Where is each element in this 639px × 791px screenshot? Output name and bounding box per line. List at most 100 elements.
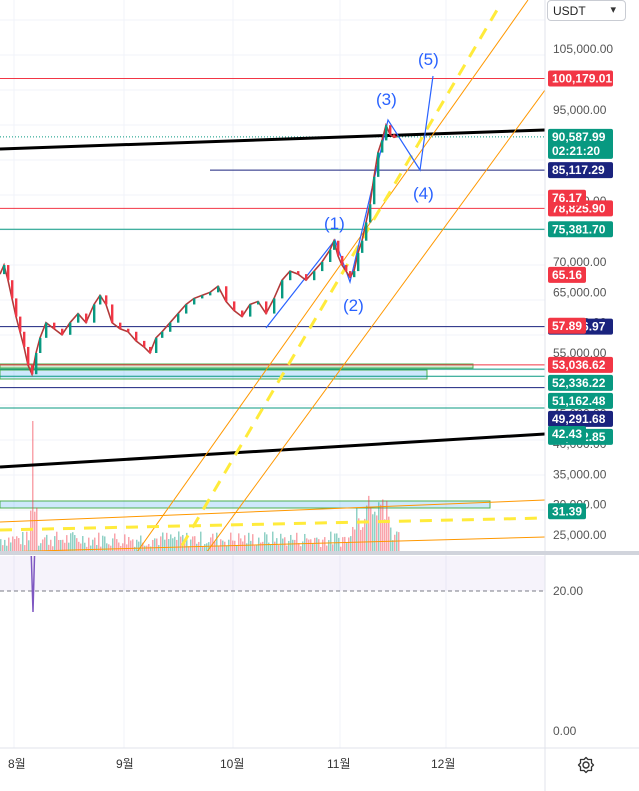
volume-bar: [282, 538, 284, 551]
zone-box: [0, 363, 474, 369]
channel-line[interactable]: [0, 499, 545, 523]
channel-line[interactable]: [135, 0, 529, 555]
volume-bar: [248, 532, 250, 551]
price-label-text: 49,291.68: [552, 412, 606, 426]
candle: [7, 265, 10, 281]
volume-bar: [104, 536, 106, 551]
candle: [393, 134, 396, 138]
candle: [233, 301, 236, 311]
volume-bar: [186, 532, 188, 551]
candle: [35, 353, 38, 375]
volume-bar: [128, 537, 130, 551]
volume-bar: [380, 504, 382, 551]
volume-bar: [160, 536, 162, 551]
volume-bar: [300, 546, 302, 551]
volume-bars: [0, 421, 400, 551]
elliott-wave-path[interactable]: [265, 75, 434, 329]
price-label-text: 51,162.48: [552, 394, 606, 408]
volume-bar: [86, 546, 88, 551]
volume-bar: [390, 527, 392, 551]
volume-bar: [10, 542, 12, 551]
volume-bar: [338, 537, 340, 551]
volume-bar: [254, 545, 256, 551]
volume-bar: [332, 544, 334, 551]
volume-bar: [362, 527, 364, 551]
rsi-label-box: [548, 189, 586, 206]
resistance-trendline[interactable]: [0, 128, 545, 151]
candle: [297, 271, 300, 275]
volume-bar: [170, 534, 172, 551]
price-label-text: 75,381.70: [552, 222, 606, 236]
settings-gear-icon[interactable]: [576, 755, 596, 775]
rsi-band: [0, 556, 545, 591]
wave-label: (5): [418, 50, 439, 69]
volume-bar: [342, 537, 344, 551]
volume-bar: [40, 543, 42, 551]
volume-bar: [114, 533, 116, 551]
wave-label: (3): [376, 90, 397, 109]
candle: [373, 176, 376, 205]
wave-label: (4): [413, 184, 434, 203]
candle: [31, 365, 34, 375]
rsi-label-text: 42.43: [552, 427, 582, 441]
trend-drawings[interactable]: [0, 0, 545, 600]
volume-bar: [94, 537, 96, 551]
zone-box: [0, 500, 491, 509]
volume-bar: [44, 537, 46, 551]
volume-bar: [112, 538, 114, 551]
volume-bar: [88, 537, 90, 551]
volume-bar: [126, 544, 128, 551]
channel-midline[interactable]: [0, 516, 545, 532]
candle: [377, 152, 380, 177]
volume-bar: [262, 541, 264, 551]
channel-line[interactable]: [190, 89, 545, 575]
volume-bar: [118, 542, 120, 551]
volume-bar: [6, 545, 8, 551]
volume-bar: [268, 542, 270, 551]
support-trendline[interactable]: [0, 432, 545, 469]
candle: [15, 298, 18, 317]
volume-bar: [176, 539, 178, 551]
volume-bar: [106, 543, 108, 551]
volume-bar: [0, 539, 2, 551]
volume-bar: [32, 421, 34, 551]
volume-bar: [386, 500, 388, 551]
volume-bar: [376, 515, 378, 551]
volume-bar: [246, 543, 248, 551]
currency-label: USDT: [553, 4, 586, 18]
rsi-label-text: 65.16: [552, 268, 582, 282]
volume-bar: [142, 542, 144, 551]
candle: [289, 271, 292, 281]
candle: [381, 140, 384, 153]
candle: [119, 322, 122, 329]
volume-bar: [36, 507, 38, 551]
volume-bar: [210, 537, 212, 551]
volume-bar: [290, 534, 292, 551]
volume-bar: [60, 539, 62, 551]
price-label-box: [548, 356, 613, 373]
volume-bar: [66, 535, 68, 551]
price-countdown-text: 02:21:20: [552, 144, 600, 158]
volume-bar: [324, 537, 326, 551]
price-label-box: [548, 70, 613, 87]
volume-bar: [388, 516, 390, 551]
horizontal-levels[interactable]: [0, 78, 545, 409]
candle: [77, 313, 80, 323]
volume-bar: [156, 538, 158, 551]
volume-bar: [172, 538, 174, 551]
volume-bar: [266, 534, 268, 551]
price-label-box: [548, 221, 613, 238]
volume-bar: [286, 545, 288, 551]
channel-line[interactable]: [0, 536, 545, 552]
price-label-box: [548, 410, 613, 427]
price-label-text: 100,179.01: [552, 72, 612, 86]
volume-bar: [150, 546, 152, 551]
channel-midline[interactable]: [150, 4, 502, 600]
volume-bar: [264, 532, 266, 551]
volume-bar: [220, 539, 222, 551]
volume-bar: [278, 545, 280, 551]
wave-label: (1): [324, 214, 345, 233]
currency-select[interactable]: USDT ▾: [547, 0, 626, 21]
